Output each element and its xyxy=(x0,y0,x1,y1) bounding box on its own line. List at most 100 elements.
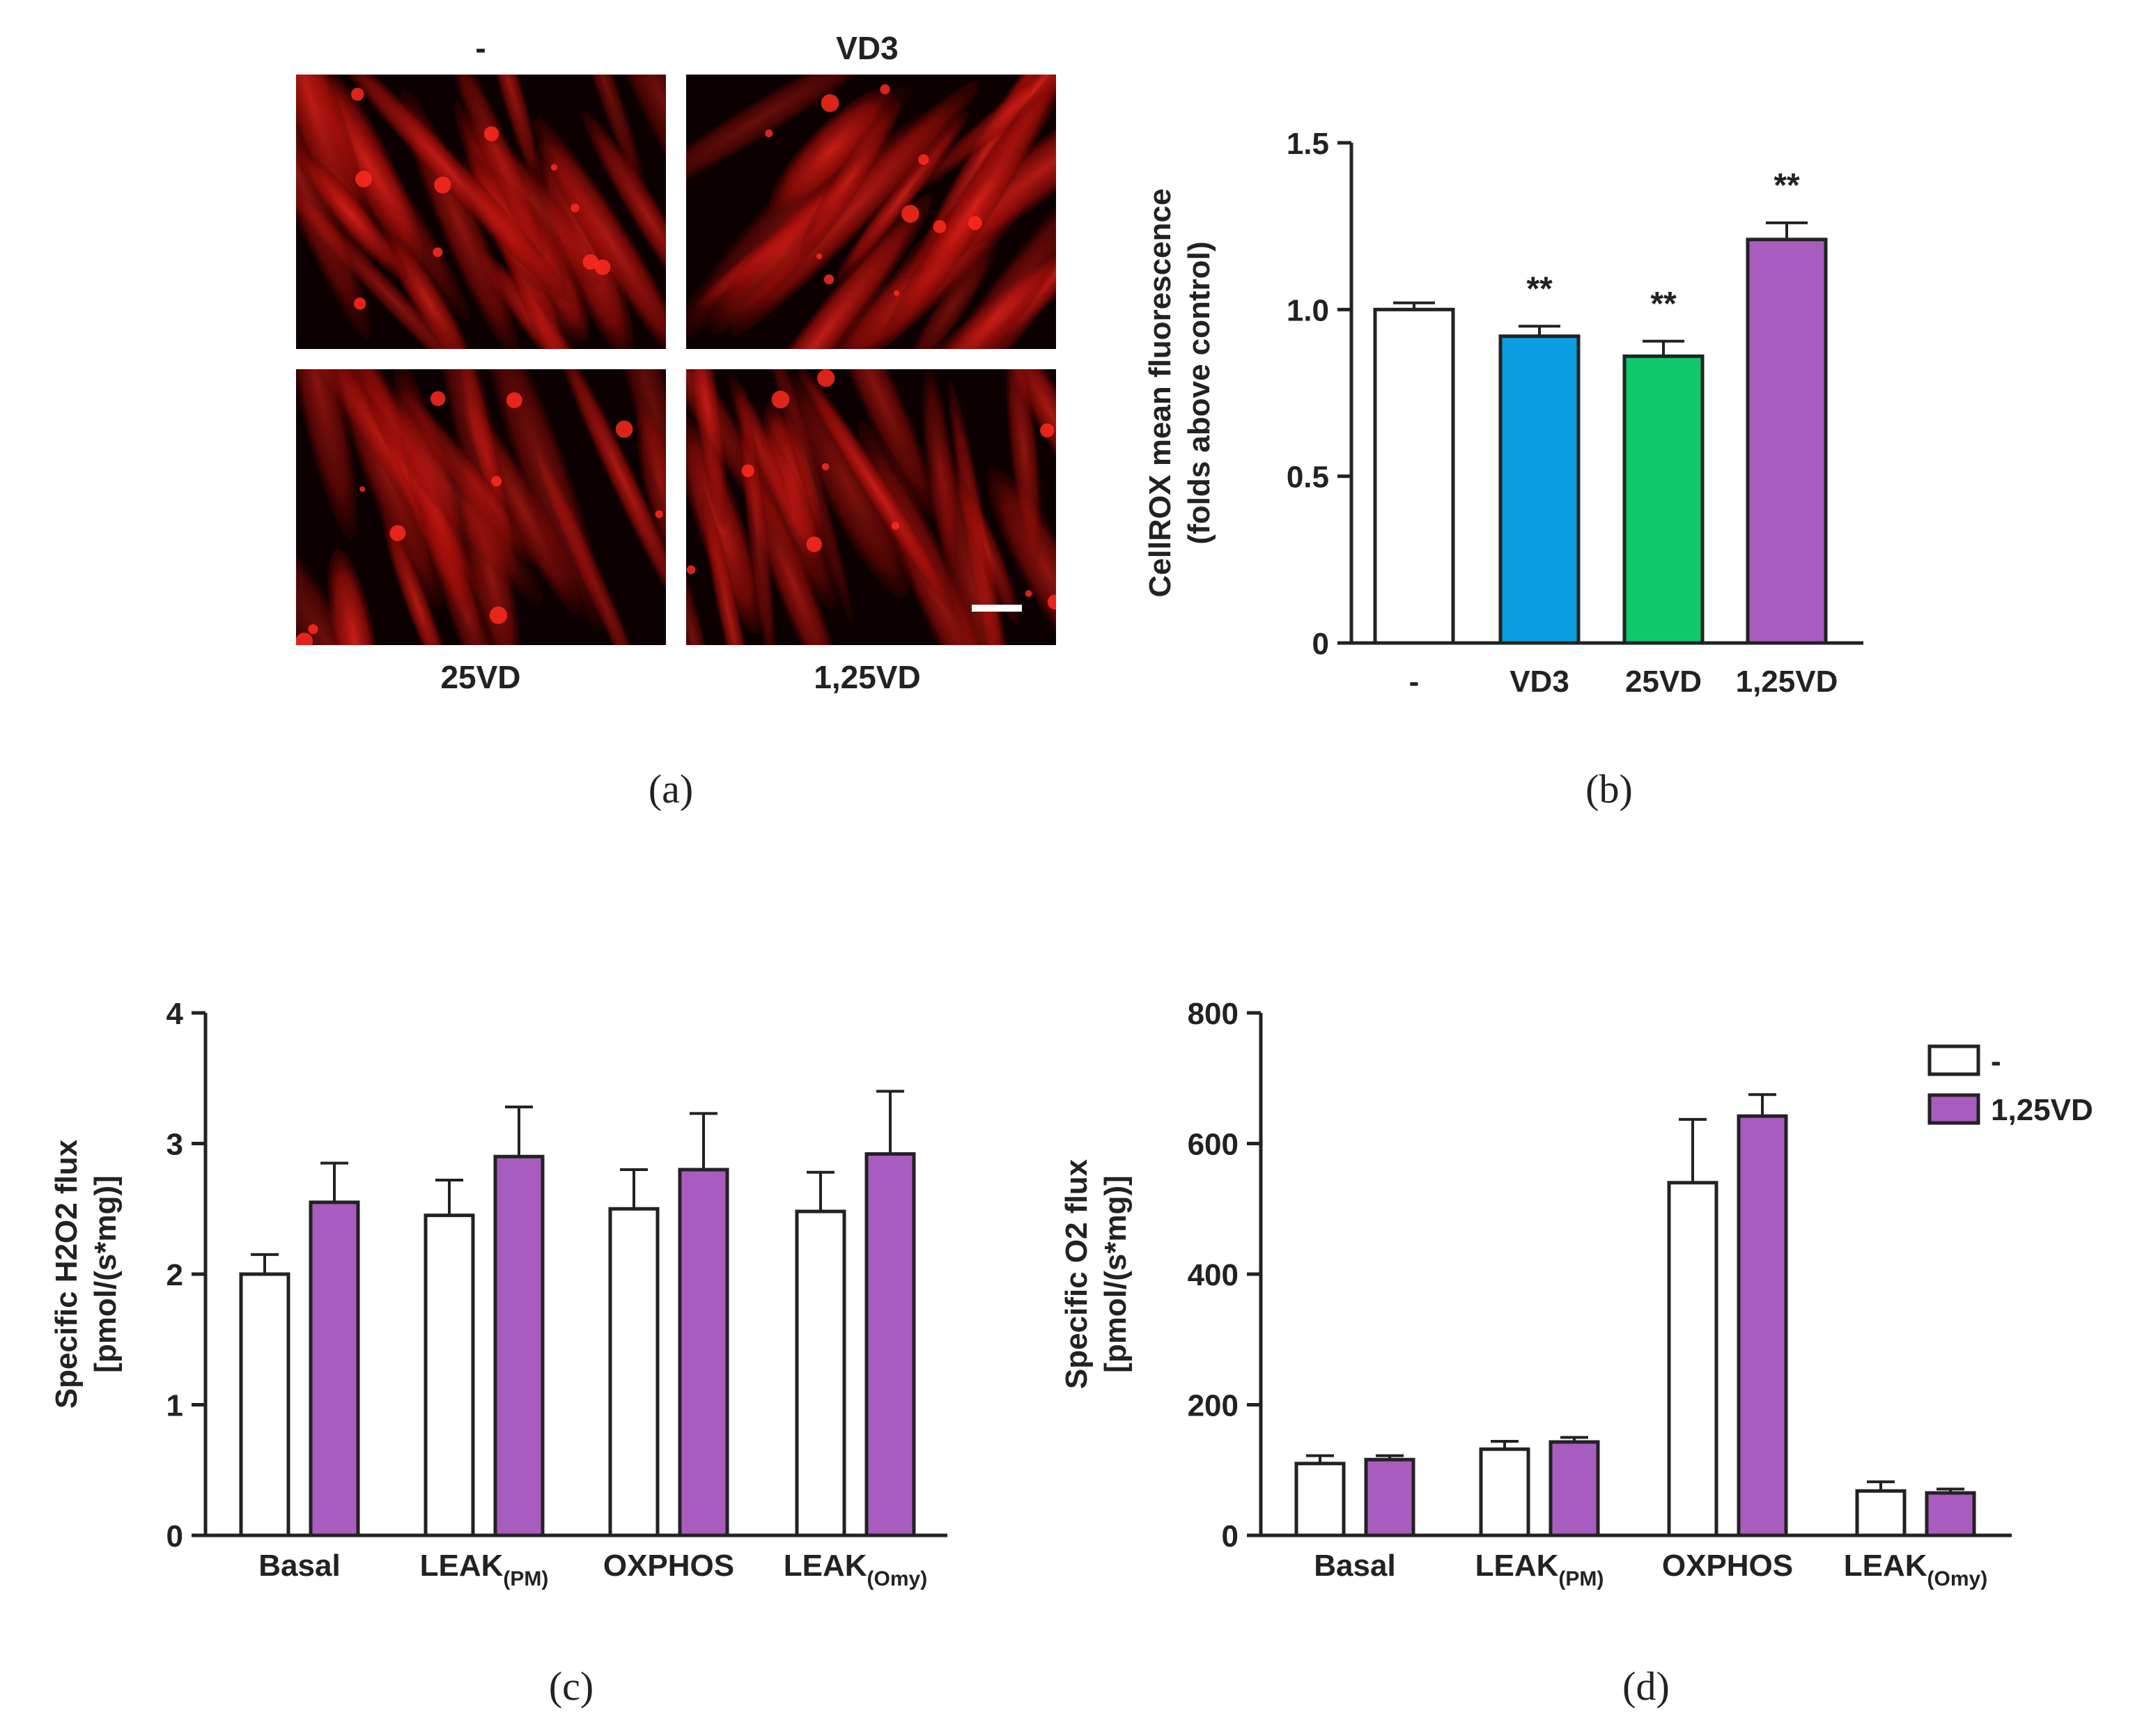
cell xyxy=(894,175,1056,349)
cell-spot xyxy=(880,84,890,95)
cell-spot xyxy=(355,171,372,187)
y-tick-label: 2 xyxy=(166,1258,183,1292)
x-tick-label: OXPHOS xyxy=(603,1549,734,1583)
cell-spot xyxy=(1040,423,1055,437)
cell-spot xyxy=(615,420,633,438)
y-tick-label: 1.5 xyxy=(1287,127,1329,161)
cell xyxy=(835,110,969,284)
cell xyxy=(382,229,474,349)
caption-a: (a) xyxy=(649,766,693,812)
micrograph-label-25vd: 25VD xyxy=(440,659,520,695)
bar-control xyxy=(424,1214,475,1537)
cell-spot xyxy=(296,633,313,645)
y-axis-label-line: Specific O2 flux xyxy=(1060,1158,1094,1389)
bar-2 xyxy=(1498,334,1581,645)
significance-marker: ** xyxy=(1650,286,1677,323)
cell xyxy=(482,369,605,630)
x-tick-label: OXPHOS xyxy=(1662,1549,1793,1583)
micrograph-label-control: - xyxy=(475,30,486,66)
cell-spot xyxy=(434,176,451,194)
x-tick-label: LEAK(Omy) xyxy=(1844,1549,1987,1590)
cell xyxy=(554,369,666,622)
cell xyxy=(1002,369,1056,498)
y-tick-label: 3 xyxy=(166,1128,183,1162)
cell xyxy=(786,373,910,599)
scale-bar xyxy=(972,605,1022,612)
cell xyxy=(478,75,542,189)
bar-control xyxy=(1855,1489,1907,1537)
bar-4 xyxy=(1746,238,1828,645)
cell-spot xyxy=(350,87,364,101)
cell-spot xyxy=(771,390,790,409)
x-tick-label: VD3 xyxy=(1510,665,1569,699)
legend-label: 1,25VD xyxy=(1991,1093,2093,1127)
bar-control xyxy=(795,1209,846,1537)
chart-d: 0 200 400 600 800 Specific O2 flux [pmol/(s*mg… xyxy=(1060,997,2093,1709)
cell-spot xyxy=(489,606,508,624)
cell xyxy=(296,369,357,539)
y-tick-label: 0 xyxy=(1222,1519,1239,1553)
cell-spot xyxy=(506,392,522,408)
cell xyxy=(686,369,728,530)
bar-125vd xyxy=(864,1152,916,1537)
cell xyxy=(534,118,666,349)
bar-125vd xyxy=(309,1200,360,1537)
cell-spot xyxy=(483,126,499,141)
cell xyxy=(883,75,1056,346)
cell xyxy=(799,98,901,258)
cell xyxy=(591,75,666,242)
cell-spot xyxy=(582,254,598,270)
cell xyxy=(635,401,666,564)
cell-spot xyxy=(806,536,823,552)
y-axis-label: Specific H2O2 flux [pmol/(s*mg)] xyxy=(49,1139,123,1409)
cell-spot xyxy=(550,164,558,171)
caption-c: (c) xyxy=(549,1664,593,1709)
y-tick-label: 400 xyxy=(1188,1258,1239,1292)
bar-125vd xyxy=(1364,1457,1415,1537)
cell xyxy=(296,148,408,281)
micrograph-label-vd3: VD3 xyxy=(836,30,898,66)
y-tick-label: 4 xyxy=(166,997,184,1031)
cell xyxy=(296,502,416,645)
cell-spot xyxy=(491,476,502,487)
y-tick-label: 1 xyxy=(166,1389,183,1423)
x-tick-label: LEAK(PM) xyxy=(420,1549,549,1590)
cell-spot xyxy=(817,369,835,387)
micrograph-vd3 xyxy=(686,75,1056,349)
cell xyxy=(686,550,716,645)
cell-spot xyxy=(308,624,318,635)
x-tick-label: LEAK(PM) xyxy=(1475,1549,1604,1590)
cell-layer xyxy=(686,75,1056,349)
cell-spot xyxy=(1047,594,1056,610)
cell xyxy=(327,548,380,645)
cell-spot xyxy=(901,205,919,223)
y-axis-label-line: CellROX mean fluorescence xyxy=(1143,189,1177,598)
y-tick-label: 1.0 xyxy=(1287,293,1329,327)
cell xyxy=(760,369,854,625)
micrograph-control xyxy=(296,75,666,349)
cell xyxy=(711,194,933,349)
cell-spot xyxy=(891,522,900,530)
cell xyxy=(296,75,375,265)
cell xyxy=(986,467,1056,645)
cell-spot xyxy=(821,463,830,471)
cell-spot xyxy=(893,290,900,296)
cell xyxy=(566,75,646,198)
legend-label: - xyxy=(1991,1044,2001,1078)
significance-marker: ** xyxy=(1774,167,1800,204)
y-tick-label: 600 xyxy=(1188,1128,1239,1162)
cell-spot xyxy=(686,565,696,575)
cell-layer xyxy=(296,369,666,645)
bar-125vd xyxy=(493,1154,545,1537)
cell xyxy=(908,75,1056,195)
cell xyxy=(582,111,666,323)
bar-control xyxy=(608,1207,660,1537)
legend: - 1,25VD xyxy=(1927,1044,2093,1127)
bar-125vd xyxy=(1549,1440,1600,1537)
bar-1 xyxy=(1373,307,1455,645)
bar-3 xyxy=(1622,354,1705,645)
bar-control xyxy=(239,1272,290,1537)
cell-spot xyxy=(430,391,446,406)
x-tick-label: LEAK(Omy) xyxy=(784,1549,927,1590)
